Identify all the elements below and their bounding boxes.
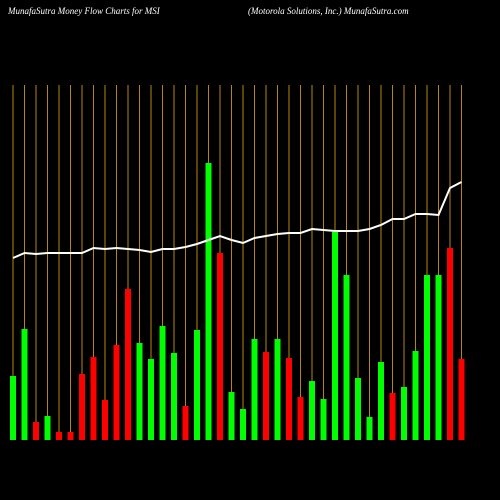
bar xyxy=(205,163,212,440)
bar xyxy=(102,400,108,440)
bar xyxy=(10,376,16,440)
bar xyxy=(424,275,430,440)
bar xyxy=(343,275,350,440)
bar xyxy=(113,345,120,440)
bar xyxy=(274,339,281,440)
bar xyxy=(401,387,407,440)
bar xyxy=(171,353,177,440)
bar xyxy=(194,330,200,440)
bar xyxy=(309,381,315,440)
bar xyxy=(159,326,166,440)
bar xyxy=(412,351,419,440)
bar xyxy=(90,357,97,440)
bar xyxy=(79,374,85,440)
chart-subtitle: (Motorola Solutions, Inc.) MunafaSutra.c… xyxy=(248,6,409,16)
bar xyxy=(182,406,189,440)
bar xyxy=(447,248,453,440)
bar xyxy=(148,359,154,440)
bar xyxy=(378,362,384,440)
bar xyxy=(56,432,62,440)
bar xyxy=(355,378,361,440)
bar xyxy=(217,253,223,440)
bar xyxy=(228,392,235,440)
bar xyxy=(251,339,258,440)
bar xyxy=(458,359,465,440)
bar xyxy=(366,417,373,440)
bar xyxy=(435,275,442,440)
chart-title: MunafaSutra Money Flow Charts for MSI xyxy=(7,6,161,16)
bar xyxy=(297,397,304,440)
bar xyxy=(21,329,28,440)
bar xyxy=(67,432,74,440)
bar xyxy=(136,343,143,440)
bar xyxy=(263,352,269,440)
bar xyxy=(320,399,327,440)
bar xyxy=(240,409,246,440)
bar xyxy=(286,358,292,440)
money-flow-line xyxy=(12,181,462,259)
bar xyxy=(125,289,131,440)
bar xyxy=(332,232,338,440)
bar xyxy=(389,393,396,440)
bar xyxy=(33,422,39,440)
bar xyxy=(44,416,51,440)
